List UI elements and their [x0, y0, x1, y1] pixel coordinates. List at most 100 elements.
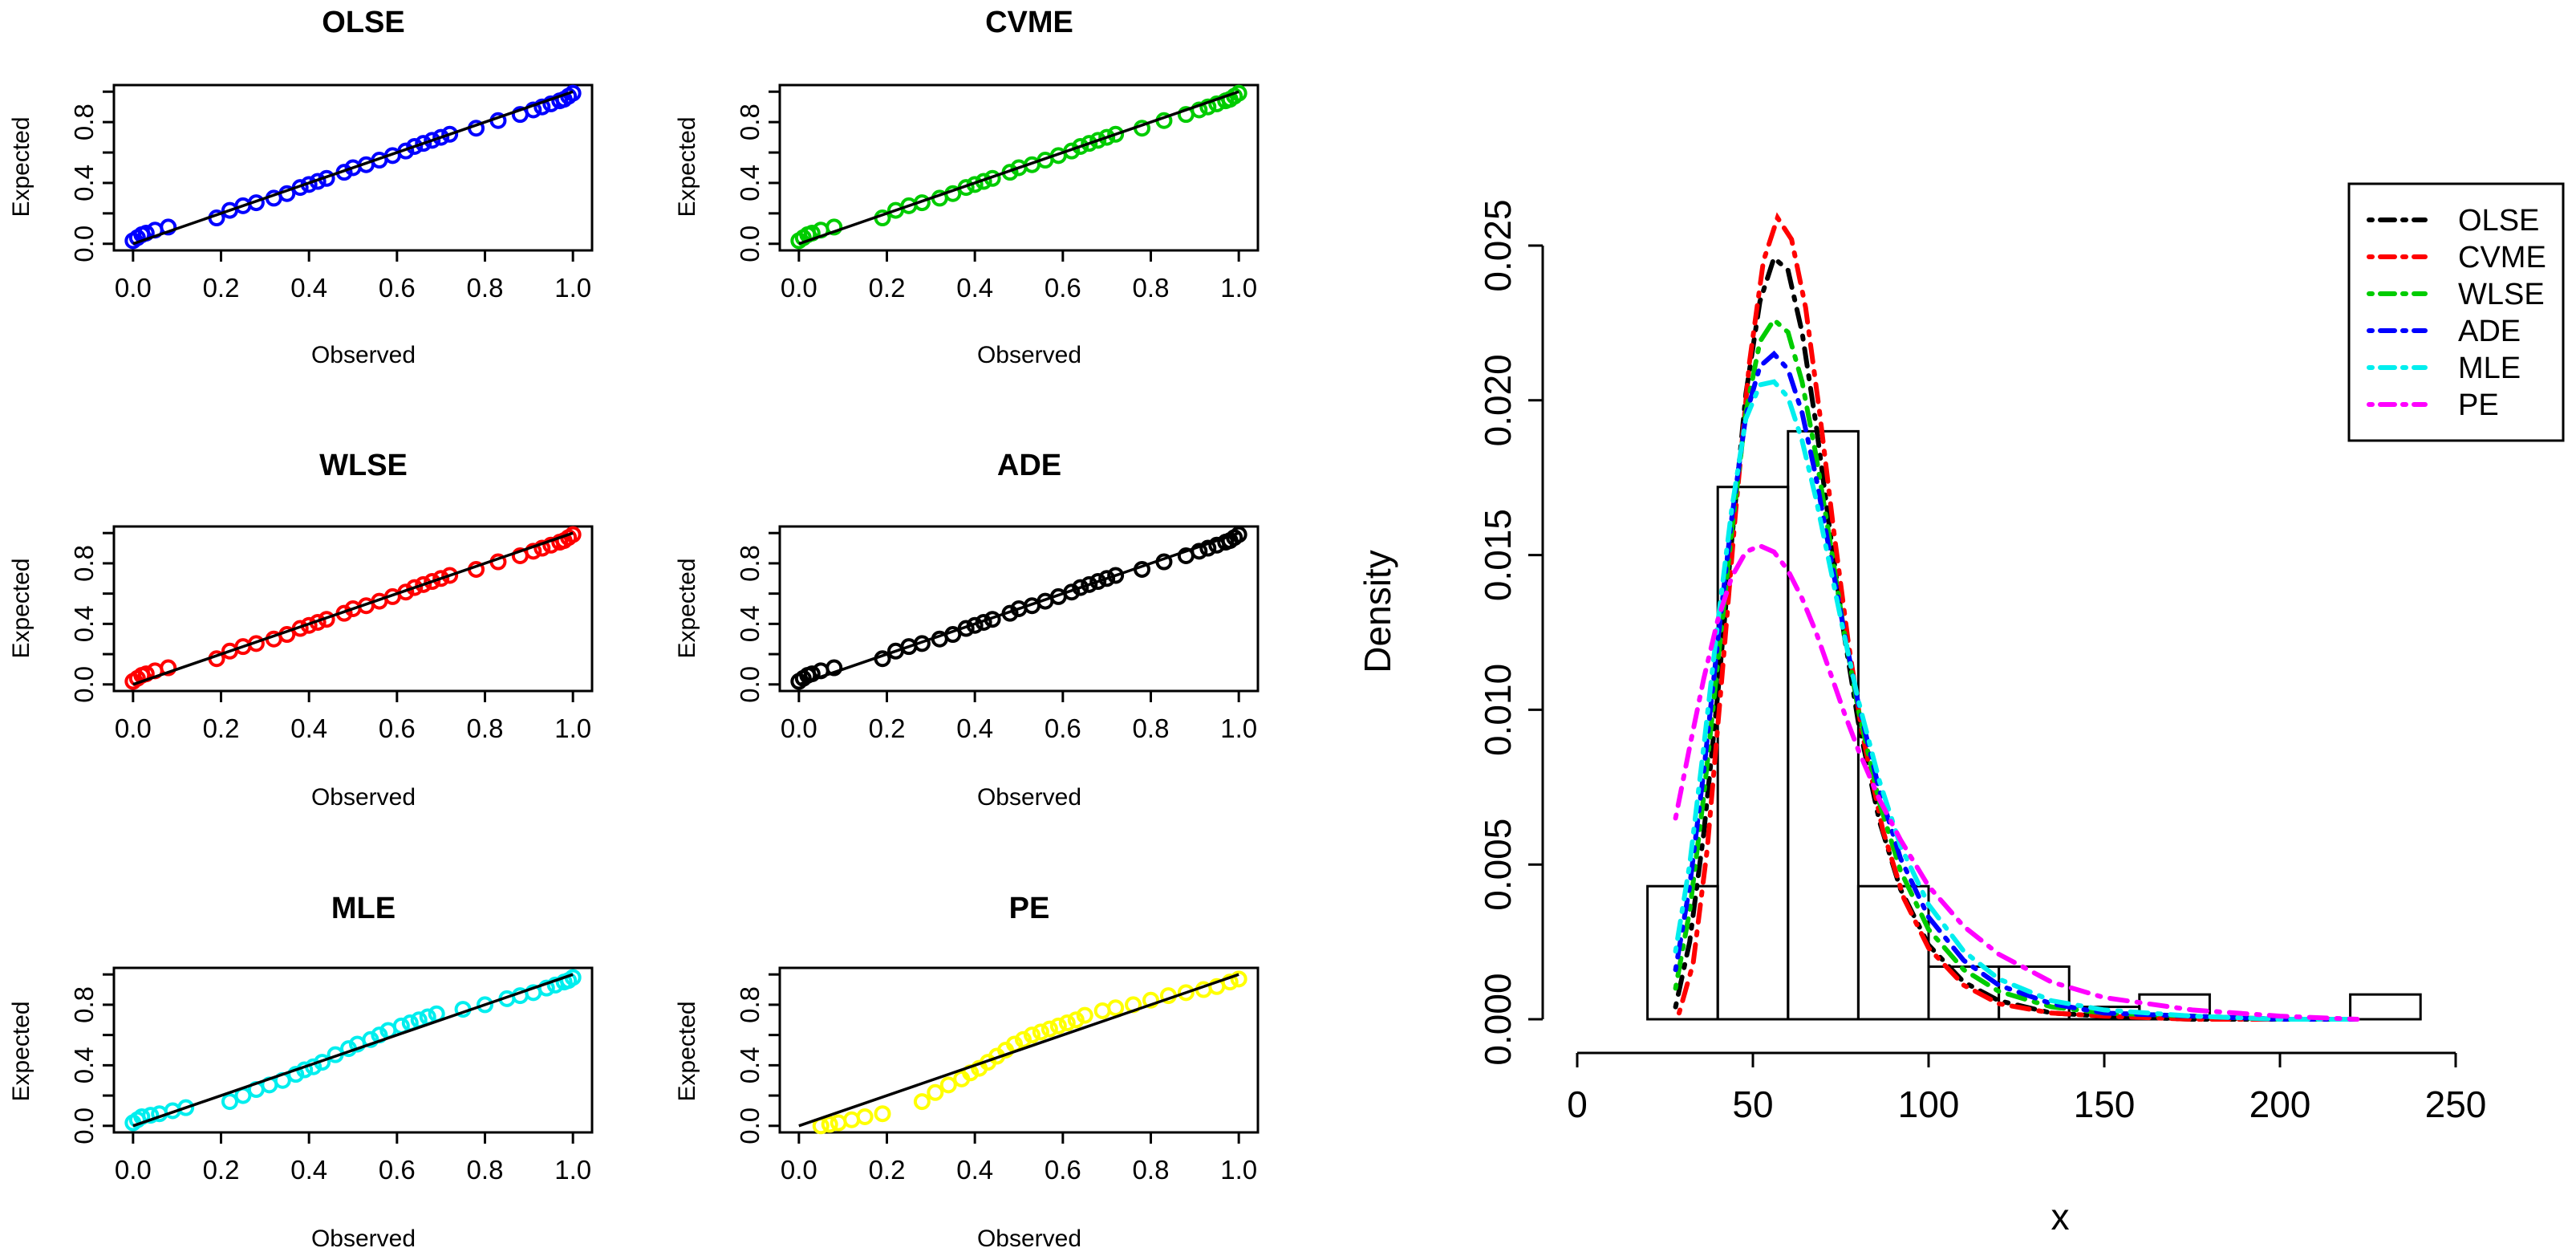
data-point — [432, 570, 450, 587]
panel-title: CVME — [985, 6, 1073, 39]
data-point — [406, 579, 424, 596]
data-point — [1081, 575, 1098, 593]
plot-frame — [778, 525, 1260, 693]
x-tick-label: 0.6 — [1045, 273, 1081, 303]
data-point — [1230, 970, 1247, 988]
data-point — [1177, 984, 1195, 1002]
x-tick-label: 0.8 — [1133, 713, 1170, 743]
reference-line — [132, 90, 574, 246]
data-point — [525, 543, 542, 560]
x-tick-label: 100 — [1898, 1083, 1960, 1125]
y-tick-label: 0.0 — [735, 666, 765, 703]
x-tick-label: 150 — [2074, 1083, 2136, 1125]
y-tick-label: 0.0 — [69, 1108, 99, 1144]
y-tick-label: 0.0 — [69, 666, 99, 703]
data-point — [1023, 1026, 1041, 1044]
y-tick-label: 0.0 — [735, 226, 765, 262]
x-tick-label: 0.4 — [956, 273, 993, 303]
x-tick-label: 1.0 — [554, 273, 591, 303]
data-point — [476, 996, 493, 1014]
x-tick-label: 0.8 — [467, 273, 504, 303]
data-point — [362, 1030, 379, 1048]
data-point — [939, 1076, 957, 1094]
x-tick-label: 0 — [1567, 1083, 1588, 1125]
data-point — [1076, 1006, 1093, 1024]
x-tick-label: 1.0 — [1220, 713, 1257, 743]
x-tick-label: 0.0 — [115, 273, 152, 303]
data-point — [1072, 579, 1089, 596]
y-axis-label: Expected — [8, 116, 34, 217]
legend-label: OLSE — [2458, 204, 2539, 238]
data-point — [927, 1083, 944, 1101]
data-point — [1191, 543, 1208, 560]
data-point — [177, 1099, 195, 1116]
density-curve-ade — [1673, 350, 2360, 1022]
data-point — [1107, 125, 1125, 143]
x-tick-label: 0.2 — [869, 1155, 906, 1185]
density-curve-cvme — [1677, 212, 2360, 1022]
x-tick-label: 0.2 — [203, 713, 240, 743]
qq-panel-olse: OLSE 0.0 0.2 0.4 0.6 0.8 1.0 0.0 0.4 0.8 Observe… — [8, 6, 594, 368]
data-point — [1199, 539, 1217, 557]
y-tick-label: 0.4 — [735, 605, 765, 642]
data-point — [1142, 991, 1159, 1009]
data-point — [1067, 1011, 1085, 1029]
panel-title: ADE — [997, 449, 1061, 482]
y-tick-label: 0.8 — [69, 104, 99, 140]
y-tick-label: 0.8 — [69, 986, 99, 1023]
plot-area: 0.0 0.2 0.4 0.6 0.8 1.0 0.0 0.4 0.8 — [69, 966, 594, 1185]
x-tick-label: 0.2 — [203, 1155, 240, 1185]
data-point — [160, 659, 177, 677]
x-tick-label: 0.4 — [290, 1155, 327, 1185]
x-axis-label: x — [2051, 1196, 2070, 1238]
data-point — [874, 1105, 891, 1123]
y-tick-label: 0.8 — [735, 986, 765, 1023]
y-tick-label: 0.4 — [735, 165, 765, 201]
reference-line — [798, 90, 1239, 246]
x-axis-label: Observed — [977, 784, 1081, 811]
x-axis-label: Observed — [311, 342, 416, 368]
y-axis-label: Density — [1357, 550, 1398, 673]
y-tick-label: 0.015 — [1477, 509, 1519, 601]
x-tick-label: 0.0 — [115, 1155, 152, 1185]
data-point — [424, 132, 441, 149]
reference-line — [798, 973, 1239, 1128]
data-point — [221, 1093, 238, 1111]
y-tick-label: 0.000 — [1477, 973, 1519, 1065]
reference-line — [798, 531, 1239, 686]
plot-frame — [778, 966, 1260, 1134]
data-point — [415, 135, 432, 152]
data-point — [856, 1108, 874, 1125]
y-axis-label: Expected — [8, 558, 34, 658]
x-axis-label: Observed — [311, 784, 416, 811]
y-tick-label: 0.0 — [735, 1108, 765, 1144]
x-tick-label: 0.2 — [203, 273, 240, 303]
y-tick-label: 0.8 — [735, 545, 765, 582]
data-point — [142, 1107, 160, 1124]
y-tick-label: 0.0 — [69, 226, 99, 262]
data-point — [415, 575, 432, 593]
y-tick-label: 0.010 — [1477, 664, 1519, 756]
x-tick-label: 0.4 — [290, 273, 327, 303]
data-point — [821, 1116, 838, 1133]
qq-panel-mle: MLE 0.0 0.2 0.4 0.6 0.8 1.0 0.0 0.4 0.8 Observed… — [8, 892, 594, 1252]
y-tick-label: 0.020 — [1477, 354, 1519, 446]
plot-area: 0.0 0.2 0.4 0.6 0.8 1.0 0.0 0.4 0.8 — [735, 83, 1260, 303]
y-tick-label: 0.4 — [69, 165, 99, 201]
histogram-plot-area: 0 50 100 150 200 250 0.000 0.005 0.010 0.015 0.020… — [1477, 199, 2486, 1125]
legend-box — [2347, 182, 2565, 442]
y-tick-label: 0.4 — [69, 605, 99, 642]
data-point — [1089, 573, 1107, 591]
data-point — [913, 1093, 931, 1111]
panel-title: PE — [1009, 892, 1050, 925]
x-axis-label: Observed — [311, 1226, 416, 1252]
density-curve-pe — [1673, 543, 2360, 1022]
x-tick-label: 0.4 — [956, 1155, 993, 1185]
data-point — [160, 218, 177, 236]
data-point — [1041, 1020, 1058, 1038]
plot-frame — [112, 525, 594, 693]
plot-frame — [112, 966, 594, 1134]
